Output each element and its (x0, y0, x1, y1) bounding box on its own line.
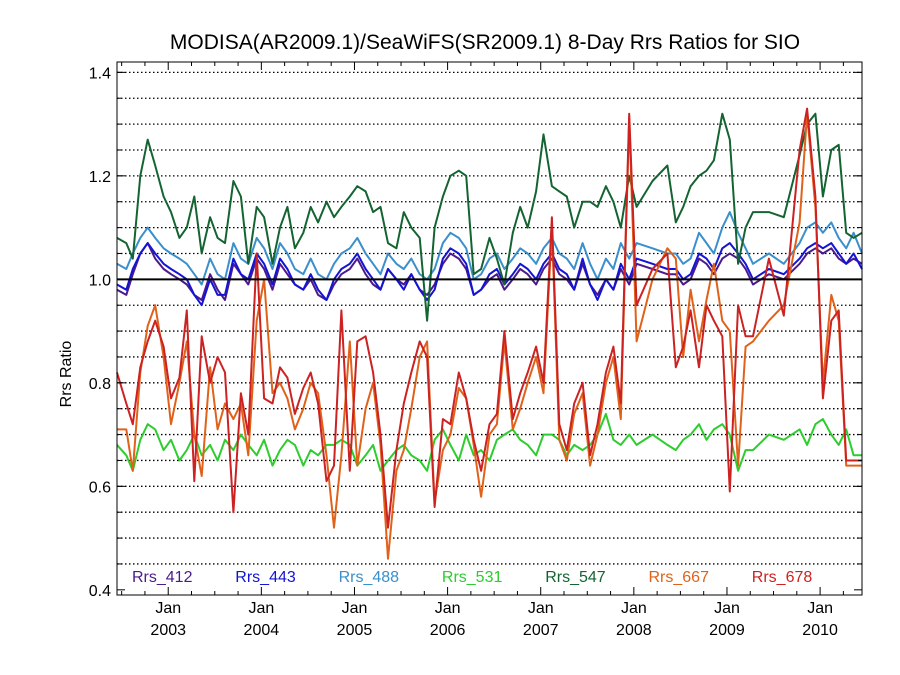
legend-item-rrs-443: Rrs_443 (235, 569, 296, 586)
series-layer (116, 107, 863, 560)
y-tick-label-4: 1.2 (89, 169, 111, 186)
x-tick-month-4: Jan (528, 600, 554, 617)
y-axis-label: Rrs Ratio (58, 341, 75, 408)
x-tick-month-5: Jan (621, 600, 647, 617)
x-tick-year-0: 2003 (150, 622, 186, 639)
legend-item-rrs-412: Rrs_412 (132, 569, 193, 586)
y-tick-label-5: 1.4 (89, 65, 111, 82)
legend-item-rrs-531: Rrs_531 (442, 569, 503, 586)
legend-item-rrs-488: Rrs_488 (339, 569, 400, 586)
legend-item-rrs-678: Rrs_678 (752, 569, 813, 586)
x-tick-month-3: Jan (435, 600, 461, 617)
y-tick-label-0: 0.4 (89, 583, 111, 600)
legend-item-rrs-547: Rrs_547 (545, 569, 606, 586)
x-tick-month-0: Jan (155, 600, 181, 617)
series-line-rrs-547 (116, 112, 863, 322)
y-tick-label-2: 0.8 (89, 376, 111, 393)
legend-item-rrs-667: Rrs_667 (649, 569, 710, 586)
x-tick-year-2: 2005 (337, 622, 373, 639)
x-tick-year-3: 2006 (430, 622, 466, 639)
x-tick-month-6: Jan (714, 600, 740, 617)
x-tick-month-7: Jan (807, 600, 833, 617)
series-line-rrs-678 (116, 107, 862, 529)
chart-title: MODISA(AR2009.1)/SeaWiFS(SR2009.1) 8-Day… (170, 31, 800, 54)
x-tick-year-5: 2008 (616, 622, 652, 639)
x-tick-year-7: 2010 (802, 622, 838, 639)
x-tick-month-2: Jan (342, 600, 368, 617)
y-tick-label-1: 0.6 (89, 479, 111, 496)
axis-layer: 0.4 0.6 0.8 1.0 1.2 1.4 Jan 2003 Jan 2004 Jan 2005 J… (89, 62, 862, 639)
plot-frame (116, 61, 863, 596)
x-tick-year-1: 2004 (244, 622, 280, 639)
y-tick-label-3: 1.0 (89, 272, 111, 289)
x-tick-year-4: 2007 (523, 622, 559, 639)
series-line-rrs-531 (116, 412, 862, 472)
x-tick-month-1: Jan (248, 600, 274, 617)
series-line-rrs-488 (116, 211, 863, 286)
legend: Rrs_412 Rrs_443 Rrs_488 Rrs_531 Rrs_547 Rrs_6… (132, 569, 812, 586)
x-tick-year-6: 2009 (709, 622, 745, 639)
